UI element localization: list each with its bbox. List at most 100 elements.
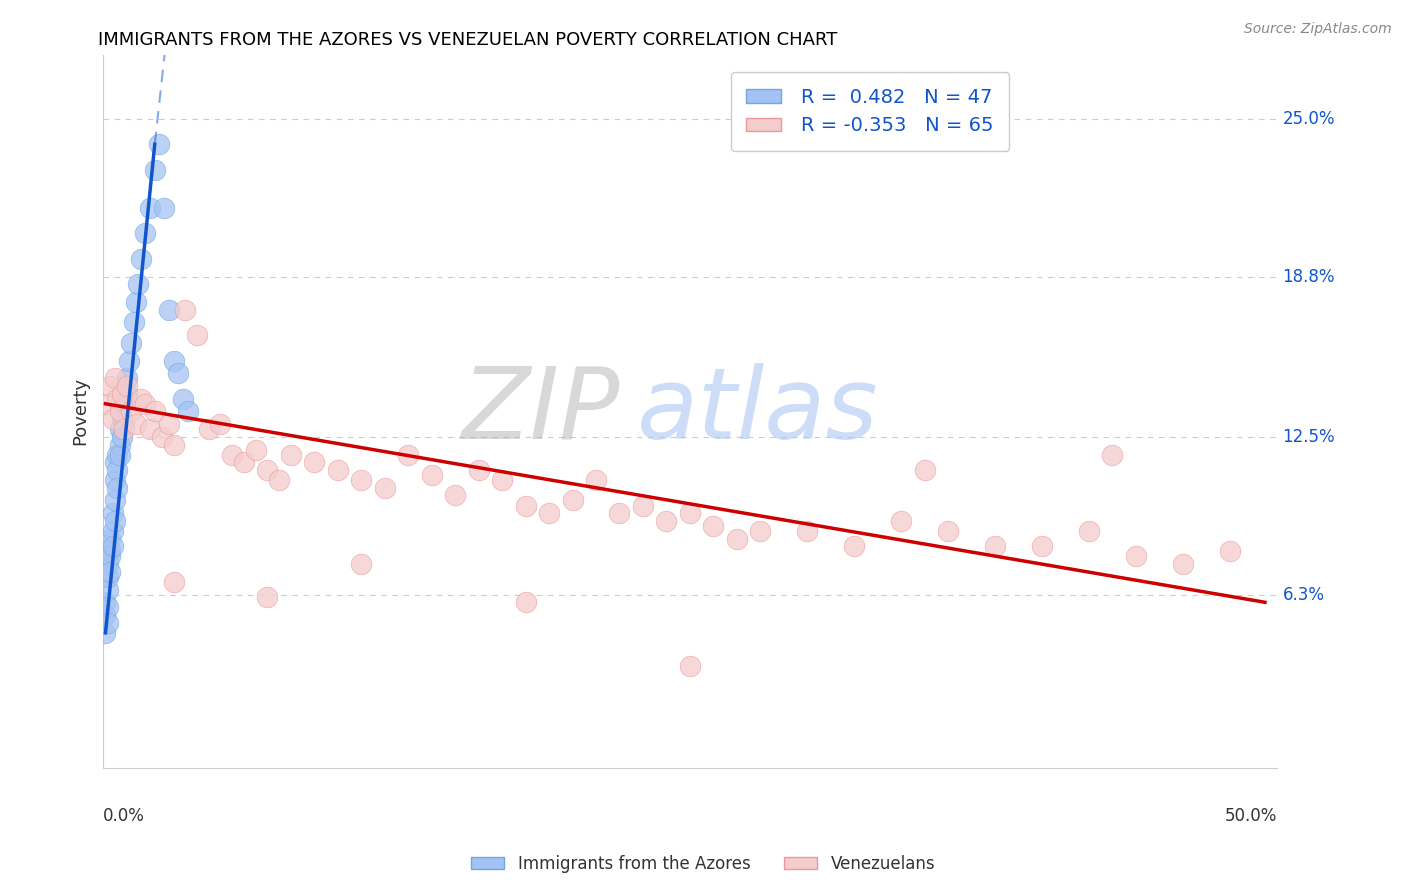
Point — [105, 481, 128, 495]
Point — [98, 532, 121, 546]
Point — [420, 468, 443, 483]
Point — [120, 335, 142, 350]
Point — [796, 524, 818, 538]
Point — [115, 386, 138, 401]
Point — [561, 493, 583, 508]
Point — [97, 557, 120, 571]
Point — [112, 417, 135, 432]
Point — [280, 448, 302, 462]
Point — [515, 595, 537, 609]
Point — [467, 463, 489, 477]
Point — [1171, 557, 1194, 571]
Point — [157, 302, 180, 317]
Point — [221, 448, 243, 462]
Point — [679, 659, 702, 673]
Point — [631, 499, 654, 513]
Point — [139, 422, 162, 436]
Legend: R =  0.482   N = 47, R = -0.353   N = 65: R = 0.482 N = 47, R = -0.353 N = 65 — [731, 72, 1008, 151]
Point — [172, 392, 194, 406]
Point — [118, 353, 141, 368]
Point — [148, 137, 170, 152]
Point — [304, 455, 326, 469]
Text: 0.0%: 0.0% — [103, 807, 145, 825]
Point — [98, 544, 121, 558]
Point — [326, 463, 349, 477]
Point — [97, 615, 120, 630]
Point — [1125, 549, 1147, 564]
Point — [1219, 544, 1241, 558]
Point — [209, 417, 232, 432]
Point — [108, 404, 131, 418]
Point — [125, 417, 148, 432]
Point — [97, 570, 120, 584]
Point — [256, 463, 278, 477]
Point — [94, 607, 117, 622]
Point — [115, 379, 138, 393]
Point — [256, 591, 278, 605]
Point — [679, 506, 702, 520]
Legend: Immigrants from the Azores, Venezuelans: Immigrants from the Azores, Venezuelans — [464, 848, 942, 880]
Point — [98, 565, 121, 579]
Point — [101, 412, 124, 426]
Point — [97, 600, 120, 615]
Point — [111, 412, 134, 426]
Point — [725, 532, 748, 546]
Point — [914, 463, 936, 477]
Text: 6.3%: 6.3% — [1282, 586, 1324, 604]
Point — [98, 549, 121, 564]
Point — [101, 539, 124, 553]
Point — [1101, 448, 1123, 462]
Point — [127, 277, 149, 292]
Point — [162, 437, 184, 451]
Point — [94, 595, 117, 609]
Point — [139, 201, 162, 215]
Point — [844, 539, 866, 553]
Point — [984, 539, 1007, 553]
Point — [115, 371, 138, 385]
Point — [105, 448, 128, 462]
Point — [162, 353, 184, 368]
Point — [157, 417, 180, 432]
Point — [444, 488, 467, 502]
Point — [749, 524, 772, 538]
Point — [609, 506, 631, 520]
Point — [104, 493, 127, 508]
Point — [143, 404, 166, 418]
Text: ZIP: ZIP — [461, 363, 620, 460]
Point — [162, 574, 184, 589]
Point — [125, 295, 148, 310]
Point — [350, 473, 373, 487]
Point — [129, 392, 152, 406]
Text: 25.0%: 25.0% — [1282, 110, 1336, 128]
Point — [374, 481, 396, 495]
Point — [233, 455, 256, 469]
Point — [98, 379, 121, 393]
Point — [104, 473, 127, 487]
Text: IMMIGRANTS FROM THE AZORES VS VENEZUELAN POVERTY CORRELATION CHART: IMMIGRANTS FROM THE AZORES VS VENEZUELAN… — [98, 31, 838, 49]
Point — [655, 514, 678, 528]
Text: 50.0%: 50.0% — [1225, 807, 1277, 825]
Point — [515, 499, 537, 513]
Y-axis label: Poverty: Poverty — [72, 377, 89, 445]
Point — [350, 557, 373, 571]
Point — [105, 392, 128, 406]
Point — [94, 625, 117, 640]
Point — [122, 315, 145, 329]
Point — [197, 422, 219, 436]
Point — [174, 302, 197, 317]
Point — [245, 442, 267, 457]
Point — [702, 519, 724, 533]
Point — [112, 397, 135, 411]
Point — [129, 252, 152, 266]
Point — [104, 371, 127, 385]
Text: 12.5%: 12.5% — [1282, 428, 1336, 446]
Point — [167, 366, 190, 380]
Point — [491, 473, 513, 487]
Point — [97, 397, 120, 411]
Text: atlas: atlas — [637, 363, 879, 460]
Point — [108, 422, 131, 436]
Point — [153, 201, 176, 215]
Point — [936, 524, 959, 538]
Point — [585, 473, 607, 487]
Point — [396, 448, 419, 462]
